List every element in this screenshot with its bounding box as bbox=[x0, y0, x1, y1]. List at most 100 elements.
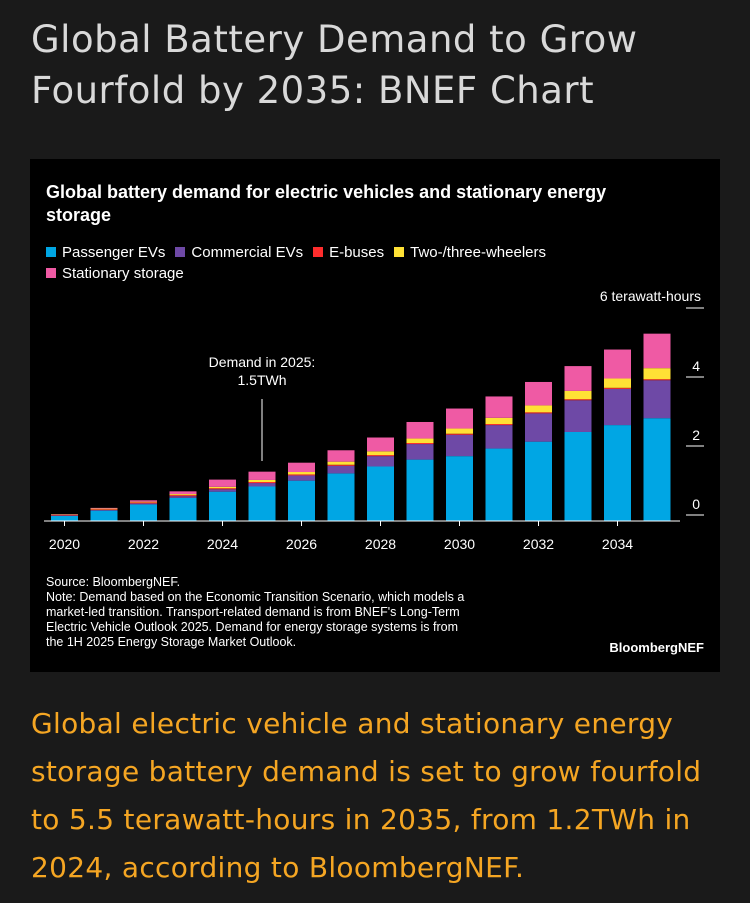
bar-segment bbox=[169, 494, 197, 496]
bar-segment bbox=[169, 495, 197, 497]
bar-segment bbox=[485, 424, 513, 426]
bar-segment bbox=[485, 396, 513, 418]
bar-segment bbox=[525, 413, 552, 442]
legend-item: Stationary storage bbox=[46, 263, 184, 284]
y-axis-label: 6 terawatt-hours bbox=[600, 288, 701, 304]
bar-segment bbox=[288, 474, 315, 476]
x-tick-label: 2020 bbox=[49, 536, 80, 552]
bar-segment bbox=[90, 509, 118, 510]
legend-swatch bbox=[394, 247, 405, 257]
bar-segment bbox=[367, 455, 394, 457]
bar-segment bbox=[209, 486, 236, 489]
bar-segment bbox=[90, 507, 118, 509]
legend-item: Two-/three-wheelers bbox=[394, 242, 546, 263]
bar-segment bbox=[604, 425, 631, 521]
stacked-bar-chart: 2020 2022 2024 2026 2028 2030 2032 2034 0 2 4 6 ter… bbox=[44, 288, 704, 552]
bar-segment bbox=[604, 378, 631, 388]
bar-segment bbox=[327, 465, 355, 474]
bar-segment bbox=[406, 438, 434, 444]
article-caption: Global electric vehicle and stationary e… bbox=[31, 707, 702, 884]
bar-segment bbox=[446, 428, 473, 434]
bar-segment bbox=[406, 421, 434, 439]
bar-segment bbox=[209, 488, 236, 490]
bar-segment bbox=[288, 480, 315, 521]
bar-segment bbox=[643, 333, 671, 369]
legend-label: E-buses bbox=[329, 244, 385, 261]
bar-segment bbox=[485, 425, 513, 449]
bar-segment bbox=[90, 509, 118, 511]
bar-segment bbox=[288, 475, 315, 481]
bar-segment bbox=[209, 489, 236, 492]
x-tick-label: 2024 bbox=[207, 536, 238, 552]
bar-segment bbox=[525, 441, 552, 521]
bar-segment bbox=[446, 433, 473, 435]
bar-segment bbox=[525, 412, 552, 414]
bar-segment bbox=[604, 387, 631, 389]
source-line: market-led transition. Transport-related… bbox=[46, 605, 460, 619]
bar-segment bbox=[604, 349, 631, 379]
bar-segment bbox=[327, 464, 355, 466]
bar-segment bbox=[248, 486, 276, 521]
bar-segment bbox=[367, 466, 394, 521]
y-tick-label: 2 bbox=[692, 427, 700, 443]
bar-segment bbox=[446, 456, 473, 521]
bar-segment bbox=[643, 379, 671, 381]
bar-segment bbox=[367, 451, 394, 456]
legend-swatch bbox=[46, 247, 56, 257]
bloombergnef-logo: BloombergNEF bbox=[609, 640, 704, 655]
source-line: Electric Vehicle Outlook 2025. Demand fo… bbox=[46, 620, 458, 634]
chart-legend: Passenger EVs Commercial EVs E-buses Two-/t… bbox=[46, 242, 686, 284]
bar-segment bbox=[525, 405, 552, 413]
source-line: Source: BloombergNEF. bbox=[46, 575, 181, 589]
bar-segment bbox=[446, 434, 473, 457]
bar-segment bbox=[564, 390, 592, 400]
legend-item: Passenger EVs bbox=[46, 242, 165, 263]
bar-segment bbox=[327, 473, 355, 521]
legend-label: Two-/three-wheelers bbox=[410, 244, 546, 261]
bar-segment bbox=[248, 479, 276, 483]
bar-segment bbox=[248, 483, 276, 487]
chart-title: Global battery demand for electric vehic… bbox=[46, 182, 607, 225]
x-tick-label: 2026 bbox=[286, 536, 317, 552]
bar-segment bbox=[327, 461, 355, 465]
bar-segment bbox=[51, 514, 78, 516]
annotation-label: 1.5TWh bbox=[237, 372, 286, 388]
legend-swatch bbox=[46, 268, 56, 278]
bar-segment bbox=[604, 388, 631, 426]
bar-segment bbox=[90, 510, 118, 521]
bar-segment bbox=[367, 456, 394, 467]
bar-segment bbox=[564, 366, 592, 391]
x-tick-label: 2028 bbox=[365, 536, 396, 552]
bar-segment bbox=[90, 508, 118, 510]
bar-segment bbox=[169, 497, 197, 521]
bar-segment bbox=[406, 444, 434, 460]
legend-label: Commercial EVs bbox=[191, 244, 304, 261]
source-line: Note: Demand based on the Economic Trans… bbox=[46, 590, 465, 604]
bar-segment bbox=[367, 437, 394, 452]
bar-segment bbox=[209, 479, 236, 487]
bar-segment bbox=[564, 399, 592, 401]
bar-segment bbox=[288, 472, 315, 475]
bar-segment bbox=[288, 462, 315, 473]
bar-segment bbox=[130, 502, 157, 504]
legend-label: Passenger EVs bbox=[62, 244, 166, 261]
legend-swatch bbox=[175, 247, 186, 257]
bar-segment bbox=[406, 443, 434, 445]
annotation-label: Demand in 2025: bbox=[209, 354, 316, 370]
chart-source-note: Source: BloombergNEF. Note: Demand based … bbox=[46, 575, 606, 650]
legend-item: E-buses bbox=[313, 242, 384, 263]
bar-segment bbox=[485, 448, 513, 521]
x-tick-label: 2022 bbox=[128, 536, 159, 552]
source-line: the 1H 2025 Energy Storage Market Outloo… bbox=[46, 635, 297, 649]
bar-segment bbox=[209, 491, 236, 521]
article-headline: Global Battery Demand to Grow Fourfold b… bbox=[31, 18, 638, 112]
x-tick-label: 2034 bbox=[602, 536, 633, 552]
bar-segment bbox=[248, 482, 276, 484]
x-tick-label: 2030 bbox=[444, 536, 475, 552]
bar-segment bbox=[130, 500, 157, 502]
bar-segment bbox=[169, 496, 197, 498]
bar-segment bbox=[643, 418, 671, 521]
legend-label: Stationary storage bbox=[62, 265, 184, 282]
x-tick-label: 2032 bbox=[523, 536, 554, 552]
bar-segment bbox=[169, 491, 197, 495]
